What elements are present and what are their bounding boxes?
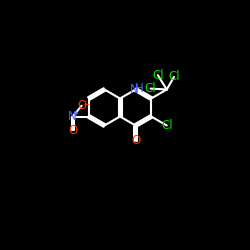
Text: N: N — [68, 110, 77, 123]
Text: −: − — [82, 100, 89, 109]
Text: +: + — [72, 110, 79, 118]
Text: O: O — [131, 134, 140, 147]
Text: Cl: Cl — [145, 82, 156, 95]
Text: O: O — [77, 99, 86, 112]
Text: Cl: Cl — [161, 119, 172, 132]
Text: Cl: Cl — [152, 68, 164, 82]
Text: H: H — [135, 82, 144, 95]
Text: O: O — [68, 124, 77, 136]
Text: Cl: Cl — [168, 70, 180, 84]
Text: N: N — [130, 83, 139, 96]
